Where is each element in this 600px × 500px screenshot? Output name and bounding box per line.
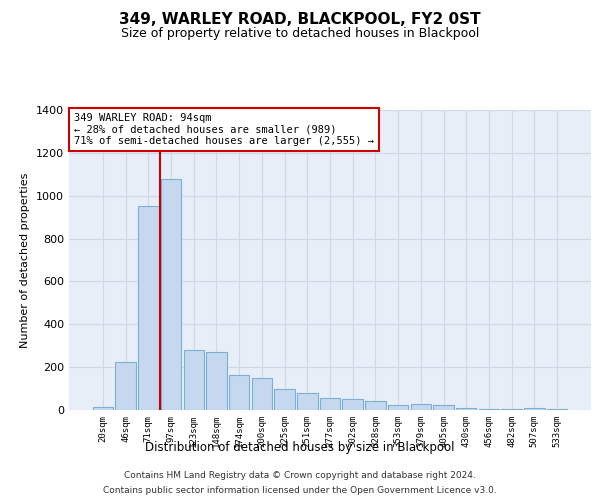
Bar	[343, 400, 363, 410]
Bar	[479, 409, 499, 410]
Bar	[456, 408, 476, 410]
Bar	[502, 409, 522, 410]
Bar	[184, 350, 204, 410]
Bar	[320, 398, 340, 410]
Bar	[161, 178, 181, 410]
Bar	[251, 378, 272, 410]
Text: Distribution of detached houses by size in Blackpool: Distribution of detached houses by size …	[145, 441, 455, 454]
Bar	[115, 362, 136, 410]
Bar	[433, 404, 454, 410]
Bar	[410, 404, 431, 410]
Text: 349, WARLEY ROAD, BLACKPOOL, FY2 0ST: 349, WARLEY ROAD, BLACKPOOL, FY2 0ST	[119, 12, 481, 28]
Bar	[297, 393, 317, 410]
Bar	[547, 409, 567, 410]
Bar	[206, 352, 227, 410]
Bar	[365, 402, 386, 410]
Text: 349 WARLEY ROAD: 94sqm
← 28% of detached houses are smaller (989)
71% of semi-de: 349 WARLEY ROAD: 94sqm ← 28% of detached…	[74, 113, 374, 146]
Bar	[524, 408, 545, 410]
Bar	[93, 407, 113, 410]
Bar	[229, 374, 250, 410]
Bar	[388, 404, 409, 410]
Bar	[274, 388, 295, 410]
Text: Contains HM Land Registry data © Crown copyright and database right 2024.: Contains HM Land Registry data © Crown c…	[124, 471, 476, 480]
Y-axis label: Number of detached properties: Number of detached properties	[20, 172, 31, 348]
Text: Size of property relative to detached houses in Blackpool: Size of property relative to detached ho…	[121, 28, 479, 40]
Bar	[138, 206, 158, 410]
Text: Contains public sector information licensed under the Open Government Licence v3: Contains public sector information licen…	[103, 486, 497, 495]
